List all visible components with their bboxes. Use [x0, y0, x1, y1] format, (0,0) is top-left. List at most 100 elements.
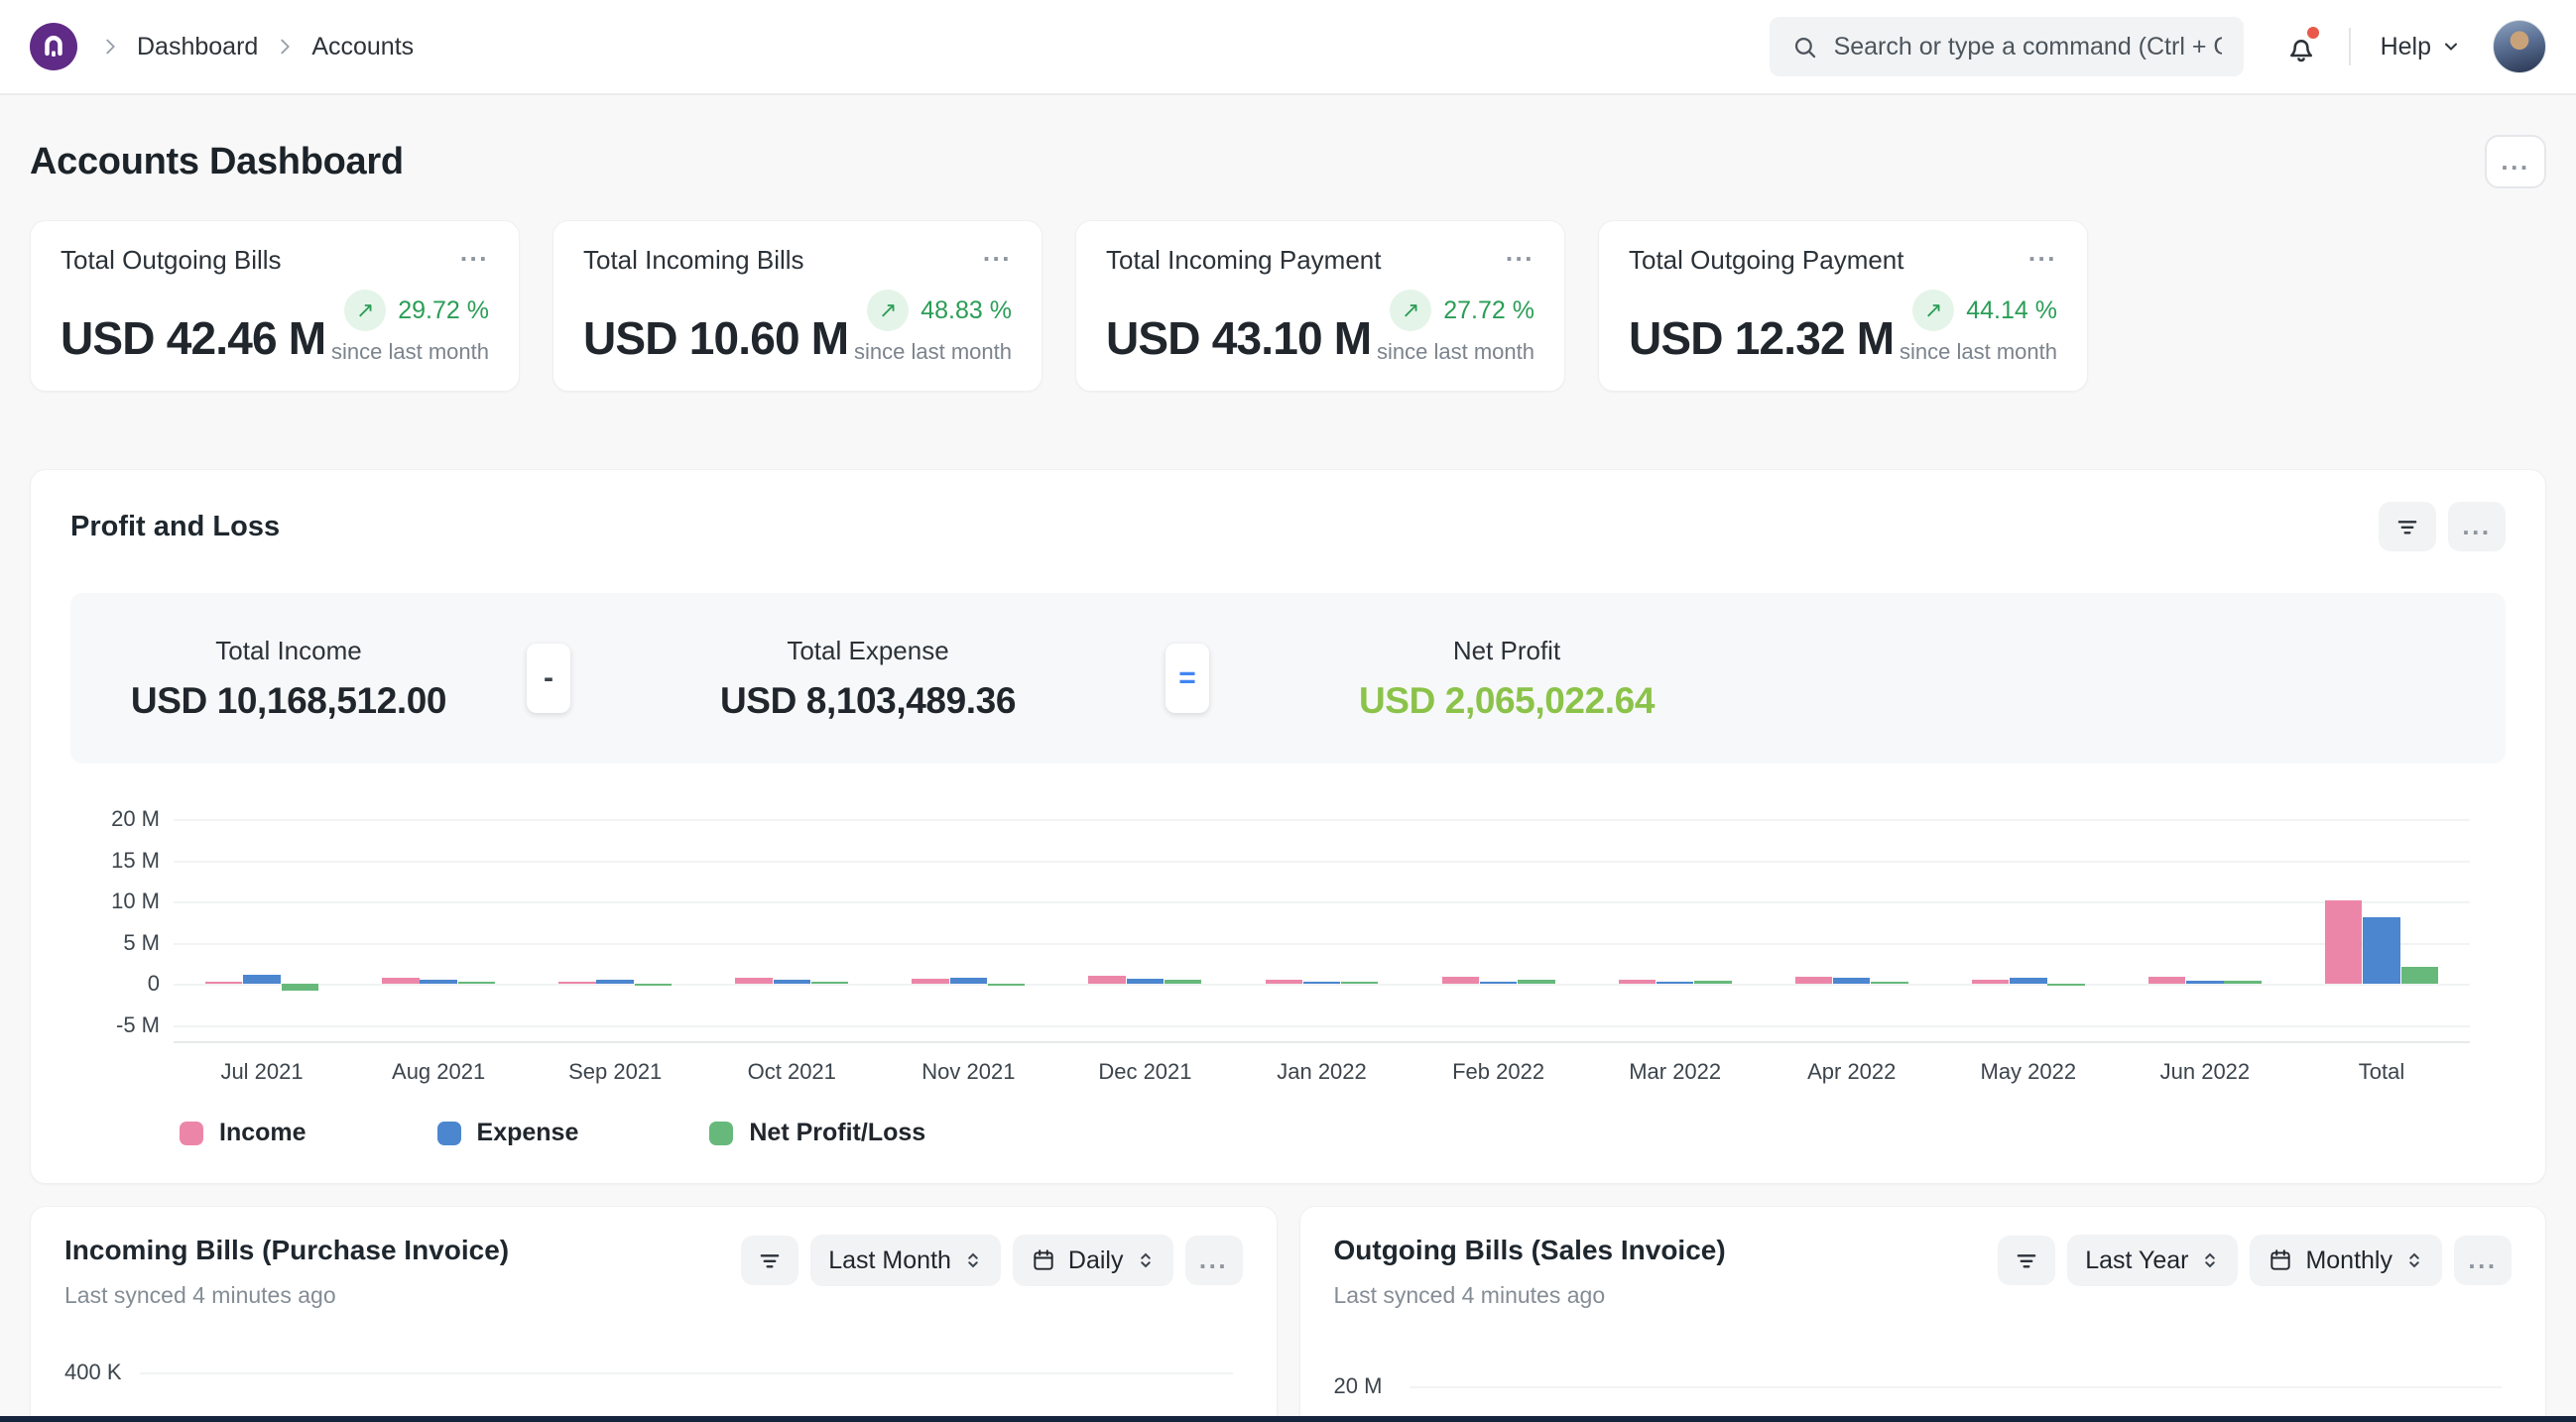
filter-button[interactable] — [2379, 502, 2436, 551]
incoming-bills-title: Incoming Bills (Purchase Invoice) — [64, 1235, 510, 1265]
expense-bar[interactable] — [2010, 977, 2047, 985]
notifications-button[interactable] — [2283, 27, 2319, 64]
expense-bar[interactable] — [773, 980, 810, 985]
trend-up-icon: ↗ — [344, 290, 387, 331]
chevron-right-icon — [99, 36, 121, 58]
bar-group-apr-2022[interactable] — [1764, 819, 1940, 1025]
stat-value: USD 43.10 M — [1106, 312, 1372, 364]
range-select[interactable]: Last Month — [810, 1235, 1001, 1286]
range-select[interactable]: Last Year — [2067, 1235, 2239, 1286]
legend-item-expense[interactable]: Expense — [436, 1119, 578, 1147]
income-bar[interactable] — [205, 982, 243, 985]
net-profit-loss-bar[interactable] — [987, 984, 1026, 987]
filter-button[interactable] — [741, 1236, 799, 1285]
expense-bar[interactable] — [1479, 981, 1518, 985]
y-tick-label: 20 M — [1333, 1373, 1383, 1398]
x-tick-label: Mar 2022 — [1629, 1059, 1722, 1084]
income-bar[interactable] — [1441, 977, 1479, 985]
y-tick-label: 5 M — [123, 929, 160, 955]
breadcrumb-item-dashboard[interactable]: Dashboard — [137, 32, 259, 60]
bar-group-jan-2022[interactable] — [1233, 819, 1410, 1025]
card-more-button[interactable]: ... — [459, 237, 489, 267]
expense-bar[interactable] — [1656, 982, 1694, 985]
card-more-button[interactable]: ... — [1505, 237, 1534, 267]
income-bar[interactable] — [382, 977, 420, 985]
filter-icon — [760, 1254, 780, 1268]
income-bar[interactable] — [558, 981, 596, 985]
search-input[interactable] — [1833, 32, 2222, 61]
filter-button[interactable] — [1998, 1236, 2056, 1285]
x-tick-label: Jul 2021 — [220, 1059, 304, 1084]
window-bottom-edge — [0, 1416, 2576, 1422]
income-bar[interactable] — [1971, 980, 2010, 985]
net-profit-loss-bar[interactable] — [2400, 967, 2438, 985]
net-profit-loss-bar[interactable] — [1518, 979, 1555, 985]
bar-group-jul-2021[interactable] — [174, 819, 350, 1025]
income-bar[interactable] — [1088, 976, 1126, 985]
net-profit-loss-bar[interactable] — [457, 982, 496, 985]
income-bar[interactable] — [2147, 976, 2186, 985]
bar-group-mar-2022[interactable] — [1587, 819, 1764, 1025]
net-profit-loss-bar[interactable] — [1694, 981, 1732, 985]
interval-select[interactable]: Monthly — [2250, 1235, 2442, 1286]
expense-bar[interactable] — [420, 980, 457, 985]
filter-icon — [2017, 1254, 2036, 1268]
bar-group-aug-2021[interactable] — [350, 819, 527, 1025]
change-percent: 48.83 % — [920, 296, 1012, 324]
expense-bar[interactable] — [243, 975, 281, 985]
breadcrumb-item-accounts[interactable]: Accounts — [311, 32, 415, 60]
net-profit-loss-bar[interactable] — [634, 984, 673, 987]
expense-bar[interactable] — [2363, 917, 2400, 985]
bar-group-oct-2021[interactable] — [703, 819, 880, 1025]
help-menu[interactable]: Help — [2381, 33, 2461, 61]
income-bar[interactable] — [1618, 979, 1656, 985]
stat-value: USD 42.46 M — [61, 312, 326, 364]
card-more-button[interactable]: ... — [2454, 1236, 2512, 1285]
net-profit-loss-bar[interactable] — [2047, 984, 2085, 987]
page-more-button[interactable]: ... — [2485, 135, 2546, 188]
expense-bar[interactable] — [1302, 981, 1341, 985]
app-logo[interactable] — [30, 23, 77, 70]
income-bar[interactable] — [912, 979, 949, 985]
legend-item-net-profit-loss[interactable]: Net Profit/Loss — [709, 1119, 925, 1147]
income-bar[interactable] — [1794, 977, 1833, 985]
chart-more-button[interactable]: ... — [2448, 502, 2506, 551]
card-more-button[interactable]: ... — [982, 237, 1012, 267]
bar-group-nov-2021[interactable] — [880, 819, 1056, 1025]
user-avatar[interactable] — [2493, 20, 2546, 73]
legend-item-income[interactable]: Income — [180, 1119, 307, 1147]
expense-bar[interactable] — [2186, 980, 2224, 985]
change-note: since last month — [1900, 339, 2057, 364]
expense-bar[interactable] — [1833, 977, 1871, 985]
ellipsis-icon: ... — [2501, 146, 2530, 177]
x-tick-label: Aug 2021 — [392, 1059, 486, 1084]
net-profit-loss-bar[interactable] — [810, 981, 849, 985]
net-profit-loss-bar[interactable] — [1341, 981, 1379, 985]
bar-group-feb-2022[interactable] — [1411, 819, 1587, 1025]
net-profit-loss-bar[interactable] — [1165, 980, 1202, 985]
bar-group-may-2022[interactable] — [1940, 819, 2117, 1025]
bar-group-sep-2021[interactable] — [527, 819, 703, 1025]
bar-group-dec-2021[interactable] — [1056, 819, 1233, 1025]
global-search[interactable] — [1769, 17, 2244, 76]
interval-select[interactable]: Daily — [1012, 1235, 1173, 1286]
main-content: Accounts Dashboard ... Total Outgoing Bi… — [0, 135, 2576, 1422]
net-profit-loss-bar[interactable] — [281, 984, 319, 992]
up-down-chevrons-icon — [2409, 1252, 2419, 1268]
bar-group-total[interactable] — [2293, 819, 2470, 1025]
income-bar[interactable] — [1265, 979, 1302, 985]
gridline — [174, 984, 2470, 987]
ellipsis-icon: ... — [1198, 1244, 1229, 1275]
net-profit-loss-bar[interactable] — [1871, 982, 1908, 985]
card-more-button[interactable]: ... — [2027, 237, 2057, 267]
range-select-value: Last Month — [828, 1245, 951, 1274]
expense-bar[interactable] — [596, 979, 634, 985]
gridline — [174, 860, 2470, 863]
bar-group-jun-2022[interactable] — [2117, 819, 2293, 1025]
expense-bar[interactable] — [949, 978, 988, 985]
net-profit-loss-bar[interactable] — [2224, 981, 2262, 985]
card-more-button[interactable]: ... — [1184, 1236, 1243, 1285]
expense-bar[interactable] — [1126, 979, 1165, 985]
income-bar[interactable] — [2324, 899, 2363, 985]
income-bar[interactable] — [735, 977, 773, 985]
